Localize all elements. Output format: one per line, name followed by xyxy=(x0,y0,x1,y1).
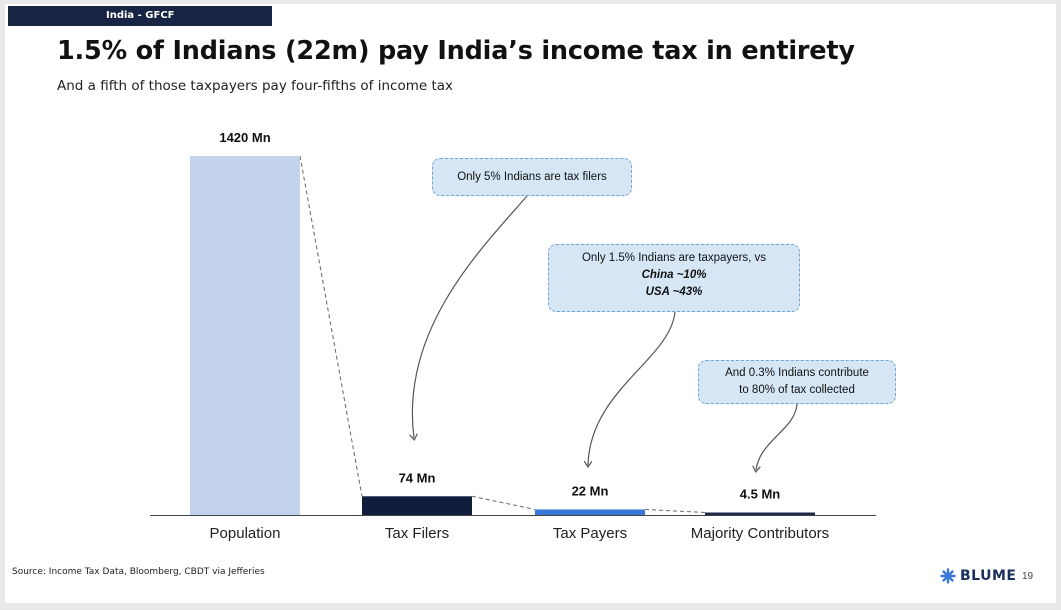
annotation-tax-payers: Only 1.5% Indians are taxpayers, vs Chin… xyxy=(548,244,800,312)
bar-tax-payers xyxy=(535,509,645,515)
arrow-majority-contributors xyxy=(756,403,798,470)
source-note: Source: Income Tax Data, Bloomberg, CBDT… xyxy=(12,567,265,577)
annotation-majority-contributors: And 0.3% Indians contribute to 80% of ta… xyxy=(698,360,896,404)
connector-line-3 xyxy=(644,508,706,513)
value-label-population: 1420 Mn xyxy=(219,130,270,145)
category-label-tax-filers: Tax Filers xyxy=(385,525,449,542)
annotation-tax-filers: Only 5% Indians are tax filers xyxy=(432,158,632,196)
annotation-usa-rate: USA ~43% xyxy=(645,286,703,298)
category-label-population: Population xyxy=(210,525,281,542)
blume-star-icon xyxy=(940,568,956,584)
annotation-tax-filers-line-1: Only 5% Indians are tax filers xyxy=(457,171,607,183)
value-label-tax-filers: 74 Mn xyxy=(399,470,436,485)
brand-name: BLUME xyxy=(960,568,1017,584)
arrow-tax-payers xyxy=(588,311,676,465)
section-tag: India - GFCF xyxy=(8,6,272,26)
category-label-majority-contributors: Majority Contributors xyxy=(691,525,829,542)
annotation-contributors-line-2: to 80% of tax collected xyxy=(739,384,855,396)
annotation-contributors-line-1: And 0.3% Indians contribute xyxy=(725,367,869,379)
page-subtitle: And a fifth of those taxpayers pay four-… xyxy=(57,78,454,94)
page-number: 19 xyxy=(1022,571,1034,582)
connector-line-2 xyxy=(471,495,536,510)
slide: India - GFCF xyxy=(5,4,1056,603)
annotation-tax-payers-line-1: Only 1.5% Indians are taxpayers, vs xyxy=(581,252,767,264)
annotation-china-rate: China ~10% xyxy=(641,269,707,281)
arrow-tax-filers xyxy=(412,195,528,438)
category-label-tax-payers: Tax Payers xyxy=(553,525,627,542)
brand-logo: BLUME xyxy=(940,568,1016,584)
bar-population xyxy=(190,156,300,515)
bar-tax-filers xyxy=(362,496,472,515)
connector-line-1 xyxy=(299,155,363,497)
bar-majority-contributors xyxy=(705,512,815,515)
page-title: 1.5% of Indians (22m) pay India’s income… xyxy=(57,36,855,66)
value-label-majority-contributors: 4.5 Mn xyxy=(740,487,781,502)
value-label-tax-payers: 22 Mn xyxy=(572,483,609,498)
